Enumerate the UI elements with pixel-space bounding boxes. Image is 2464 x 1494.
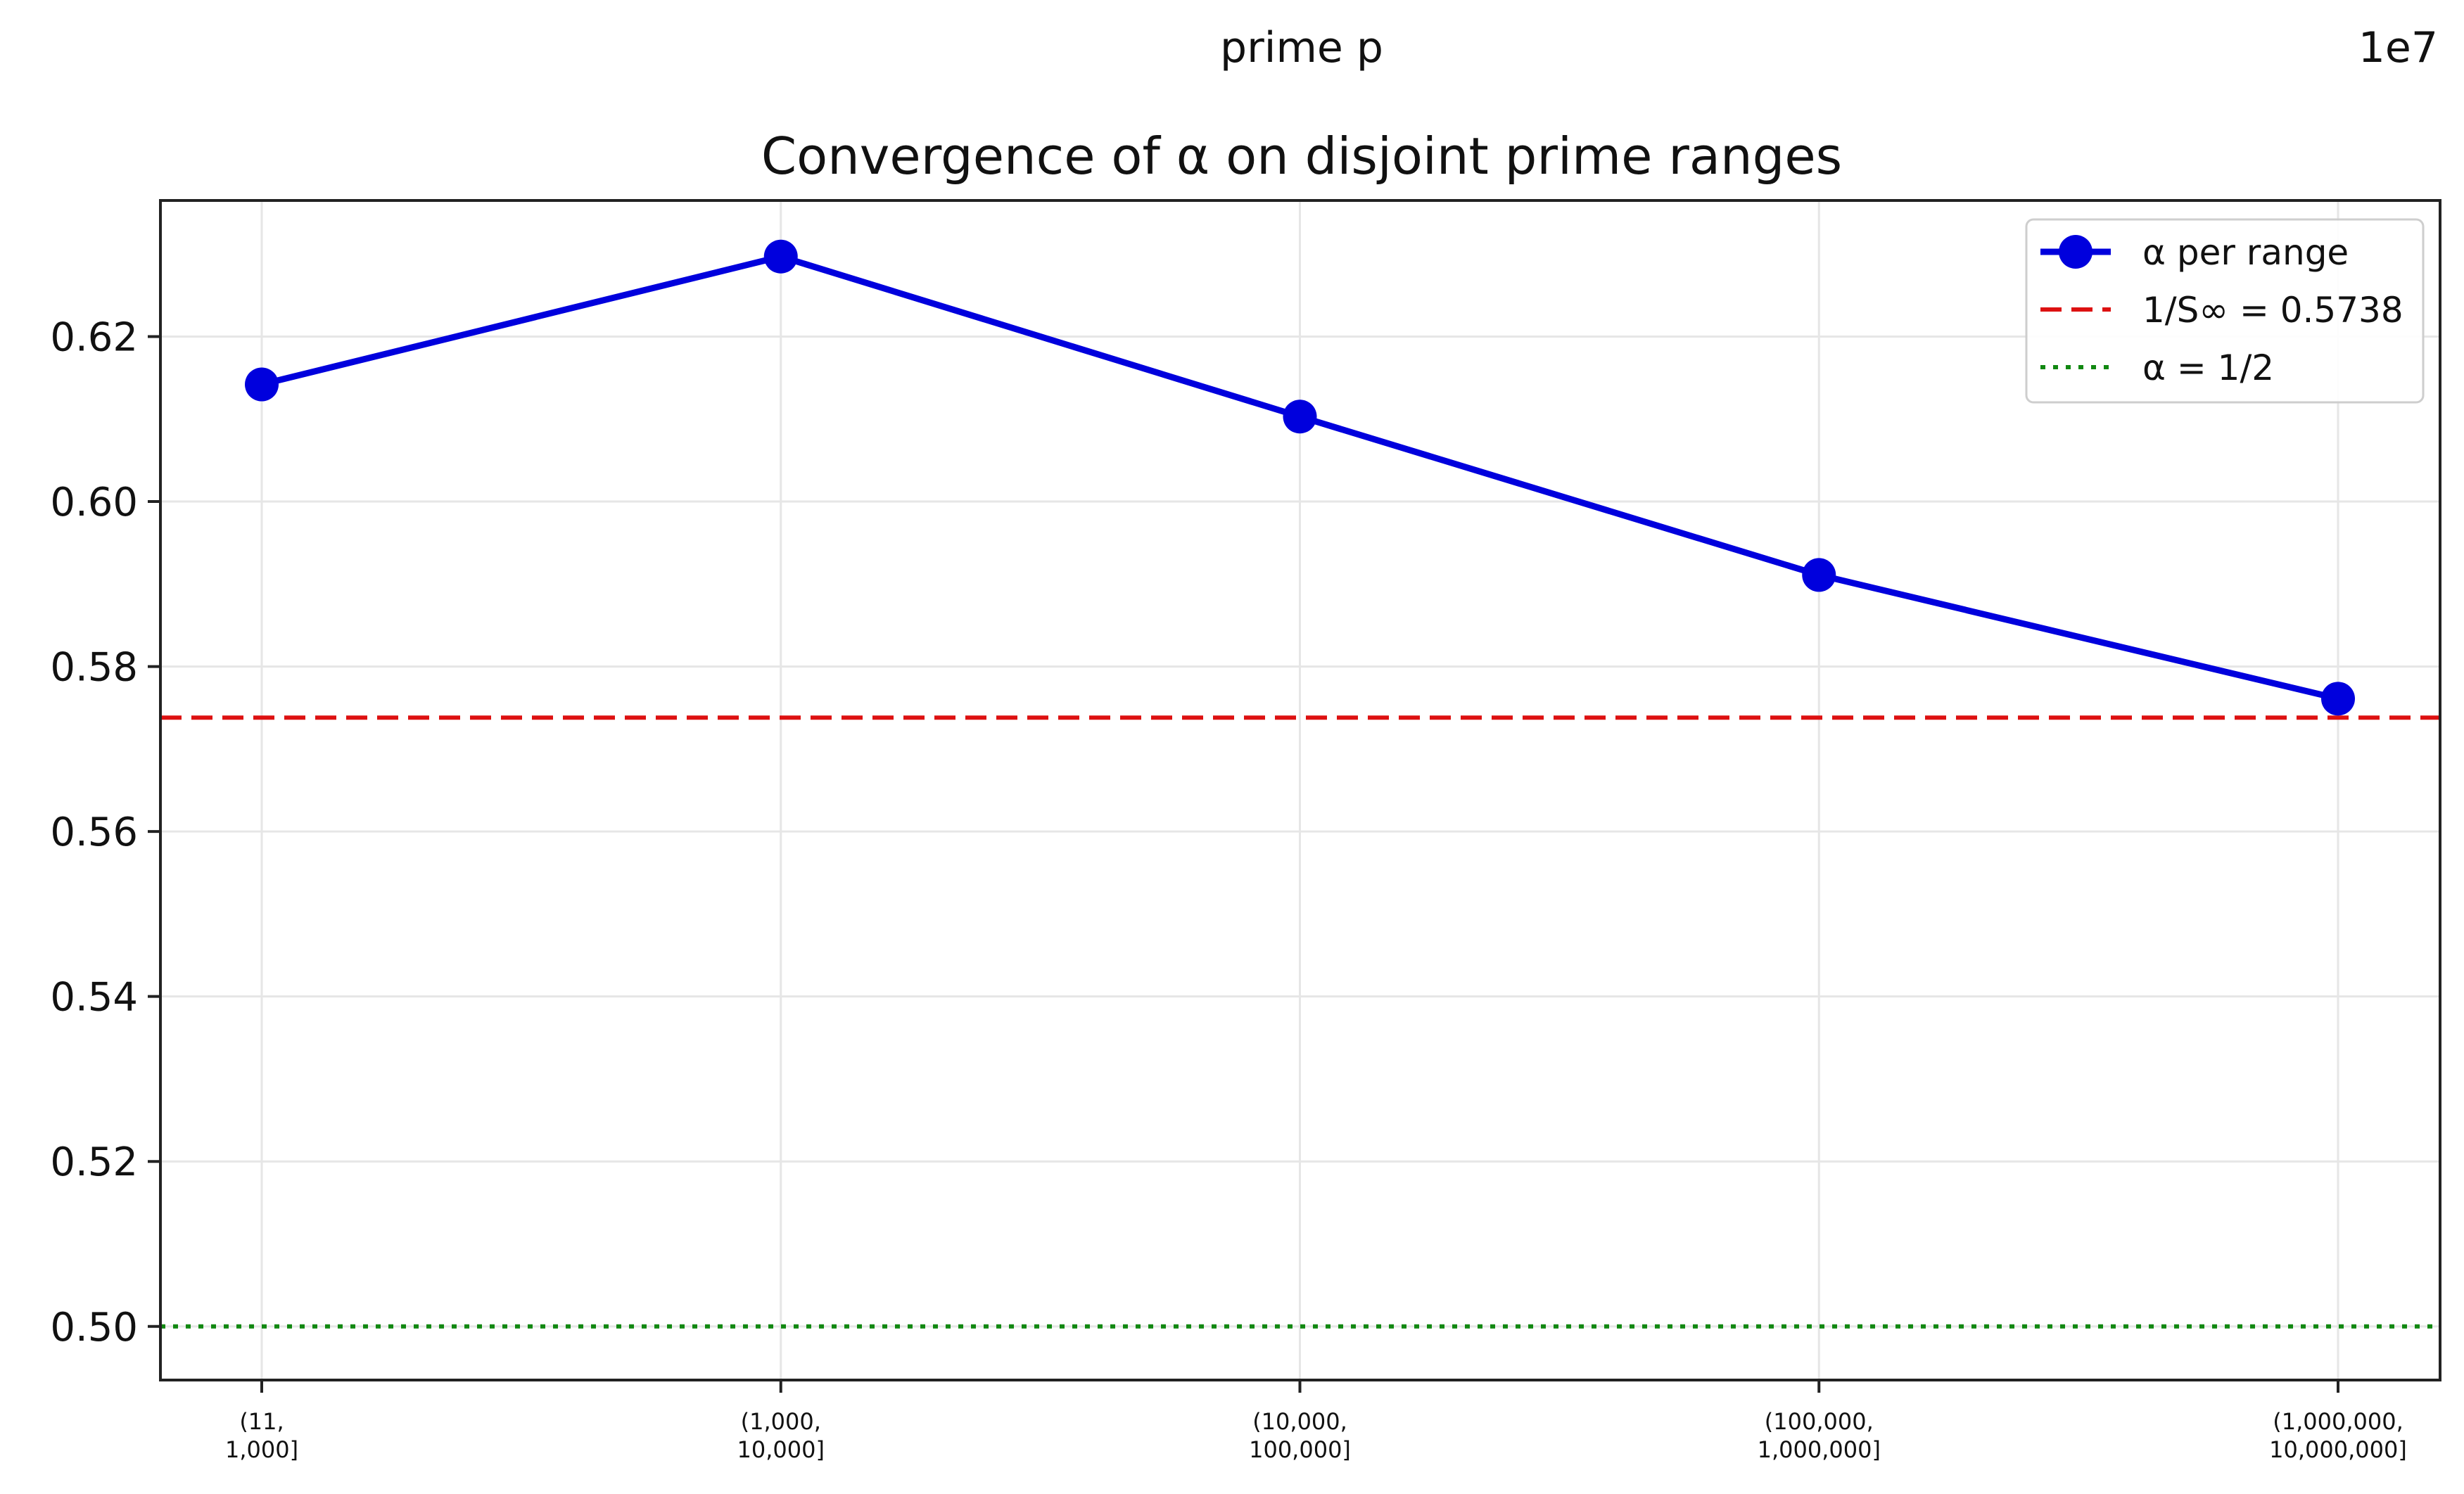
x-tick-label-line: 100,000] <box>1249 1436 1351 1463</box>
x-tick-label: (100,000, 1,000,000] <box>1758 1408 1881 1463</box>
data-point <box>1283 400 1317 434</box>
legend-label: 1/S∞ = 0.5738 <box>2142 290 2403 331</box>
legend-swatch-marker <box>2059 235 2093 269</box>
x-tick-label: (1,000,000, 10,000,000] <box>2269 1408 2407 1463</box>
x-tick-label-line: (100,000, <box>1765 1408 1874 1435</box>
x-tick-label-line: 1,000,000] <box>1758 1436 1881 1463</box>
x-tick-label: (1,000, 10,000] <box>737 1408 825 1463</box>
y-tick-label: 0.60 <box>50 480 138 525</box>
y-tick-label: 0.50 <box>50 1305 138 1351</box>
data-point <box>763 239 798 274</box>
data-point <box>245 367 279 402</box>
y-tick-label: 0.62 <box>50 315 138 361</box>
x-tick-label-line: 1,000] <box>225 1436 298 1463</box>
x-tick-label-line: (11, <box>239 1408 284 1435</box>
x-tick-label-line: (1,000, <box>741 1408 821 1435</box>
y-tick-label: 0.54 <box>50 975 138 1021</box>
data-point <box>1802 558 1836 592</box>
y-axis: 0.50 0.52 0.54 0.56 0.58 0.60 0.62 <box>50 315 160 1351</box>
data-point <box>2321 682 2355 716</box>
legend-box <box>2025 218 2425 404</box>
x-tick-label-line: (1,000,000, <box>2273 1408 2403 1435</box>
x-tick-label-line: (10,000, <box>1252 1408 1347 1435</box>
legend-label: α = 1/2 <box>2142 347 2274 388</box>
x-tick-label: (10,000, 100,000] <box>1249 1408 1351 1463</box>
x-axis: (11, 1,000] (1,000, 10,000] (10,000, 100,000]… <box>225 1380 2407 1463</box>
plot-frame <box>159 199 2441 1381</box>
series-layer <box>245 239 2355 716</box>
x-axis-label: prime p <box>1220 23 1383 72</box>
x-tick-label: (11, 1,000] <box>225 1408 298 1463</box>
chart-title: Convergence of α on disjoint prime range… <box>761 127 1842 186</box>
y-tick-label: 0.52 <box>50 1139 138 1185</box>
x-tick-label-line: 10,000,000] <box>2269 1436 2407 1463</box>
x-tick-label-line: 10,000] <box>737 1436 825 1463</box>
legend: α per range 1/S∞ = 0.5738 α = 1/2 <box>2025 218 2425 404</box>
y-tick-label: 0.58 <box>50 645 138 691</box>
x-axis-offset-label: 1e7 <box>2358 23 2438 72</box>
legend-label: α per range <box>2142 232 2349 273</box>
reference-lines <box>160 715 2440 1329</box>
y-tick-label: 0.56 <box>50 810 138 855</box>
